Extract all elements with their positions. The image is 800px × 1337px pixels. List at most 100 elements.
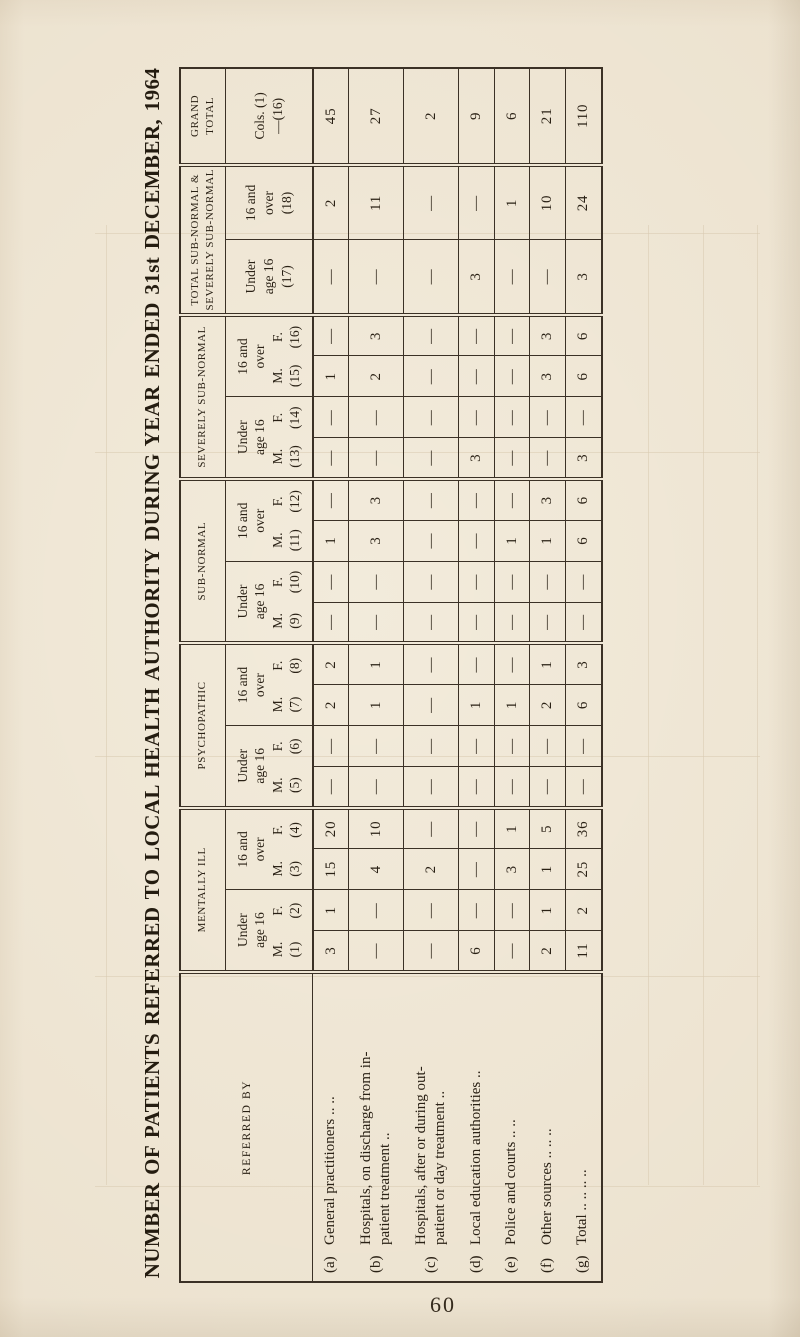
table-cell: — [494,889,530,931]
table-cell: — [458,561,495,603]
subheader-line: 16 and [234,666,250,704]
female-label: F. [269,496,285,507]
table-cell: 24 [565,164,602,240]
subheader-line: 16 and [234,831,250,868]
row-label: (g) Total .. .. .. .. [565,974,601,1281]
male-label: M. [269,613,285,629]
table-cell: — [403,437,459,479]
subheader-line: Under [234,748,250,783]
row-label: (f) Other sources .. .. .. [530,974,566,1281]
table-cell: 11 [565,930,602,972]
subheader-line: age 16 [252,419,268,455]
row-prefix: (e) [503,1256,520,1273]
col-number: (16) [287,325,303,349]
table-cell: 2 [403,848,459,890]
col-number: (3) [287,860,303,877]
row-label-text: Hospitals, after or during out-patient o… [412,978,451,1245]
female-label: F. [269,905,285,916]
subheader-line: 16 and [234,502,250,539]
table-cell: — [312,314,349,356]
row-label-text: Police and courts .. .. [502,978,522,1245]
table-cell: 9 [458,68,495,165]
table-cell: 3 [565,239,602,315]
table-cell: — [458,889,495,931]
table-cell: — [494,602,530,644]
ghost-line [95,233,760,234]
table-cell: — [403,164,459,240]
row-label-text: Total .. .. .. .. [573,978,593,1245]
table-cell: — [312,239,349,315]
ghost-line [95,1186,760,1187]
table-cell: — [348,725,404,767]
row-label-line: Total .. .. .. .. [574,1169,591,1245]
referrals-table: REFERRED BY MENTALLY ILL PSYCHOPATHIC SU… [179,67,603,1283]
table-cell: 1 [494,807,530,849]
subheader-total-under16: Under age 16 (17) [225,239,313,315]
row-label-line: patient treatment .. [377,1132,394,1245]
row-prefix: (d) [467,1255,484,1274]
table-cell: — [529,766,566,808]
group-header-row: REFERRED BY MENTALLY ILL PSYCHOPATHIC SU… [180,68,313,1282]
row-label-text: Hospitals, on discharge from in-patient … [357,978,396,1245]
table-cell: 110 [565,68,602,165]
table-row: (e) Police and courts .. .. — —3 1— —1— — —1— — —… [494,68,530,1282]
ghost-line [757,225,758,1185]
male-label: M. [269,941,285,958]
table-cell: — [403,725,459,767]
table-cell: — [403,643,459,685]
table-cell: 27 [348,68,404,165]
table-cell: 1 [312,889,349,931]
table-cell: — [403,807,459,849]
table-cell: 3 [458,239,495,315]
table-cell: 1 [458,684,495,726]
table-cell: — [458,643,495,685]
ghost-line [95,976,760,977]
row-prefix: (b) [367,1255,384,1274]
table-cell: 1 [494,684,530,726]
table-cell: — [403,766,459,808]
table-row: (f) Other sources .. .. .. 2 1 1 5— —2 1— —1 3— —3… [529,68,566,1282]
group-header-severely-sub-normal: SEVERELY SUB-NORMAL [180,314,226,479]
subheader-line: Cols. (1) [252,92,268,140]
table-cell: 11 [348,164,404,240]
table-cell: — [458,478,495,521]
col-number: (10) [287,570,303,594]
table-cell: — [458,396,495,438]
table-cell: — [348,602,404,644]
col-number: (8) [287,657,303,674]
table-cell: — [494,396,530,438]
row-label: (d) Local education authorities .. [459,974,495,1281]
table-cell: — [494,643,530,685]
table-cell: 1 [312,520,349,562]
ghost-line [95,756,760,757]
group-header-total-subnormal: TOTAL SUB-NORMAL & SEVERELY SUB-NORMAL [180,164,226,315]
subheader-line: Under [234,584,250,619]
row-label-line: patient or day treatment .. [432,1090,449,1245]
table-cell: — [403,314,459,356]
subheader-grand-total-cols: Cols. (1) —(16) [225,68,313,165]
group-label: SUB-NORMAL [196,521,209,601]
group-label: TOTAL SUB-NORMAL & [189,173,201,306]
subheader-16over-sub-normal: 16 and over M. F. (11) (12) [225,478,313,562]
col-number: (6) [287,738,303,755]
table-cell: — [348,930,404,972]
table-cell: 45 [312,68,349,165]
table-row: (g) Total .. .. .. .. 11 2 25 36— —6 3— —6 6 3—6 6 3… [565,68,602,1282]
subheader-16over-severely-sub-normal: 16 and over M. F. (15) (16) [225,314,313,397]
table-cell: — [529,239,566,315]
subheader-under16-mentally-ill: Under age 16 M. F. (1) (2) [225,889,313,972]
table-cell: 2 [529,930,566,972]
row-prefix: (c) [422,1256,439,1273]
table-cell: 3 [494,848,530,890]
subheader-line: age 16 [252,912,268,948]
table-cell: 21 [529,68,566,165]
table-cell: — [458,520,495,562]
ghost-line [95,452,760,453]
rotated-table-block: NUMBER OF PATIENTS REFERRED TO LOCAL HEA… [140,63,603,1283]
table-cell: — [312,766,349,808]
table-cell: — [529,602,566,644]
subheader-line: Under [234,913,250,947]
table-row: (b) Hospitals, on discharge from in-patie… [348,68,404,1282]
table-cell: 5 [529,807,566,849]
subheader-line: Under [243,259,259,294]
